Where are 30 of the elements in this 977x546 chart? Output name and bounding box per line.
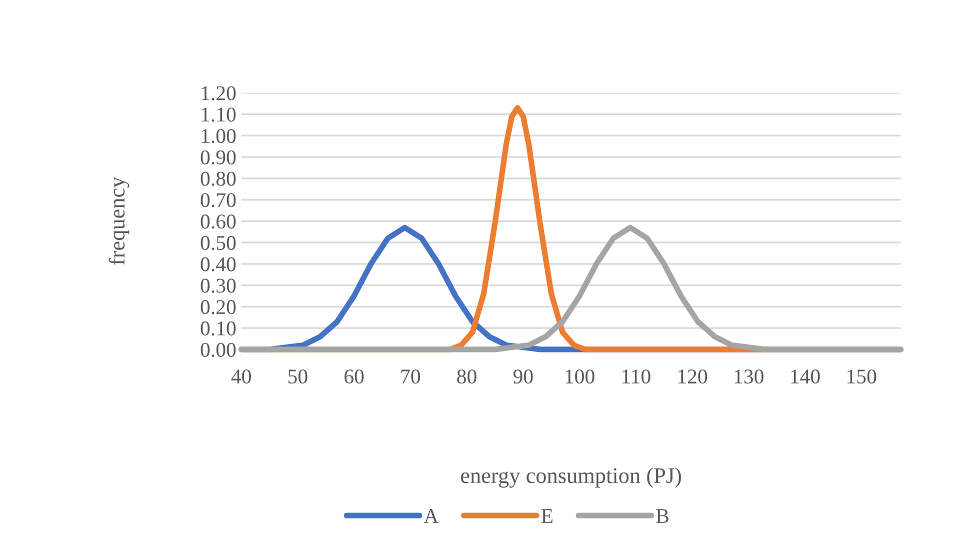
x-tick-label: 110 xyxy=(622,369,650,384)
x-tick-label: 50 xyxy=(288,369,308,384)
x-tick-label: 140 xyxy=(791,369,820,384)
y-tick-label: 1.10 xyxy=(202,108,236,122)
x-tick-label: 40 xyxy=(231,369,251,384)
y-tick-label: 0.20 xyxy=(200,300,236,314)
y-tick-label: 1.00 xyxy=(202,128,236,144)
y-tick-label: 0.40 xyxy=(200,257,236,272)
x-axis-title: energy consumption (PJ) xyxy=(461,467,681,488)
y-tick-label: 0.70 xyxy=(200,193,236,208)
y-tick-label: 0.10 xyxy=(200,321,236,336)
y-axis-title: frequency xyxy=(108,176,130,265)
y-tick-label: 0.90 xyxy=(200,150,236,164)
y-tick-label: 1.20 xyxy=(202,86,236,100)
legend-label: A xyxy=(424,509,439,523)
x-tick-label: 130 xyxy=(734,369,764,384)
y-tick-label: 0.30 xyxy=(200,278,236,293)
x-tick-label: 70 xyxy=(401,369,420,384)
y-tick-label: 0.50 xyxy=(200,236,236,250)
legend-label: E xyxy=(541,509,552,523)
legend-label: B xyxy=(656,509,668,523)
y-tick-label: 0.60 xyxy=(200,214,236,229)
x-tick-label: 150 xyxy=(848,369,876,384)
y-tick-label: 0.80 xyxy=(200,172,236,186)
x-tick-label: 80 xyxy=(457,369,476,384)
x-tick-label: 90 xyxy=(513,369,533,384)
y-tick-label: 0.00 xyxy=(200,342,236,357)
x-tick-label: 60 xyxy=(344,369,364,384)
x-tick-label: 120 xyxy=(678,369,708,384)
x-tick-label: 100 xyxy=(566,369,594,384)
